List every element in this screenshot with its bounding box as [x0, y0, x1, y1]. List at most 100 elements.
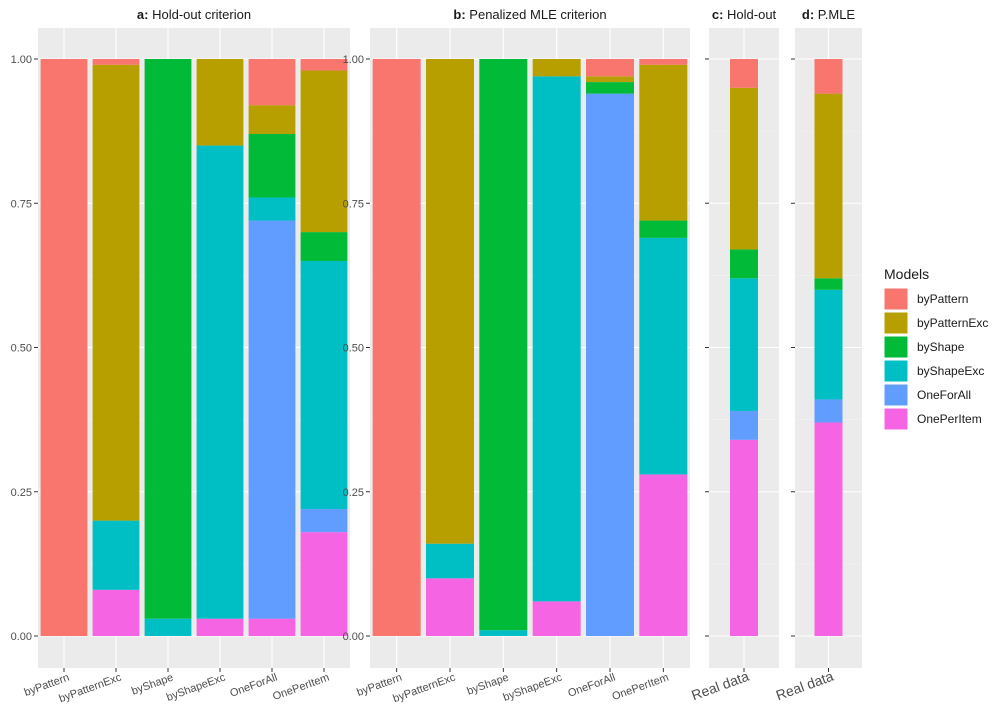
- bar-segment-OnePerItem: [730, 439, 758, 636]
- bar-segment-byShapeExc: [300, 260, 348, 510]
- bar-segment-OnePerItem: [196, 618, 244, 636]
- x-tick-label: byShapeExc: [502, 671, 565, 704]
- panel-title: b: Penalized MLE criterion: [453, 7, 606, 22]
- legend-key-OnePerItem: [883, 407, 909, 431]
- bar-segment-byPatternExc: [248, 105, 296, 135]
- y-tick-label: 0.75: [343, 198, 364, 210]
- x-tick-label: OneForAll: [228, 672, 279, 700]
- x-tick-label: Real data: [774, 668, 836, 704]
- bar-segment-byShapeExc: [426, 543, 474, 579]
- bar-segment-OneForAll: [586, 93, 634, 637]
- y-tick-label: 0.50: [343, 343, 364, 355]
- bar-segment-byShape: [639, 220, 688, 238]
- bar-segment-byPatternExc: [196, 59, 244, 146]
- bar-segment-byShapeExc: [92, 520, 140, 590]
- bar-segment-byPattern: [586, 59, 634, 77]
- bar-segment-OnePerItem: [92, 589, 140, 636]
- legend-key-byPatternExc: [883, 311, 909, 335]
- panel-letter: b:: [453, 7, 465, 22]
- panel-title: d: P.MLE: [802, 7, 856, 22]
- bar-segment-byPattern: [372, 59, 421, 636]
- bar-segment-byShapeExc: [730, 278, 758, 411]
- legend: Models byPattern byPatternExc byShape bySha…: [883, 266, 988, 431]
- panel-d: d: P.MLE Real data: [774, 7, 862, 703]
- bar-segment-byPatternExc: [586, 76, 634, 83]
- bar-segment-OneForAll: [300, 509, 348, 533]
- legend-label: byPatternExc: [917, 316, 988, 330]
- panel-title-text: Hold-out criterion: [148, 7, 251, 22]
- bar-segment-OneForAll: [814, 399, 843, 423]
- panel-title-text: P.MLE: [814, 7, 855, 22]
- bar-segment-OnePerItem: [814, 422, 843, 636]
- bar-segment-byPatternExc: [92, 64, 140, 521]
- bar-segment-OneForAll: [730, 410, 758, 440]
- legend-label: OneForAll: [917, 388, 971, 402]
- panel-title: c: Hold-out: [712, 7, 777, 22]
- bar-segment-byShape: [300, 232, 348, 261]
- legend-label: byShape: [917, 340, 965, 354]
- bar-segment-byShapeExc: [814, 289, 843, 400]
- bar-segment-byShapeExc: [248, 197, 296, 221]
- y-tick-label: 0.75: [11, 198, 32, 210]
- panel-b: b: Penalized MLE criterion 0.00 0.25 0.50 0.…: [343, 7, 690, 705]
- panel-title-text: Penalized MLE criterion: [466, 7, 607, 22]
- bar-segment-byShapeExc: [479, 630, 528, 636]
- legend-title: Models: [884, 266, 929, 282]
- legend-label: byPattern: [917, 292, 968, 306]
- panel-title: a: Hold-out criterion: [137, 7, 251, 22]
- bar-segment-OnePerItem: [300, 532, 348, 636]
- bar-segment-byPattern: [92, 59, 140, 65]
- bar-segment-OnePerItem: [532, 601, 581, 636]
- y-tick-label: 1.00: [11, 54, 32, 66]
- bar-segment-byPatternExc: [814, 93, 843, 279]
- bar-segment-byShape: [479, 59, 528, 631]
- bar-segment-byPattern: [40, 59, 88, 636]
- bar-segment-byShapeExc: [144, 618, 192, 636]
- legend-label: byShapeExc: [917, 364, 984, 378]
- bar-segment-byShapeExc: [532, 76, 581, 602]
- bar-segment-byPatternExc: [300, 70, 348, 233]
- panel-letter: a:: [137, 7, 149, 22]
- x-tick-label: byShapeExc: [165, 671, 228, 704]
- bar-segment-byShapeExc: [639, 237, 688, 475]
- bar-segment-byPattern: [300, 59, 348, 71]
- x-tick-label: OnePerItem: [271, 672, 331, 704]
- y-tick-label: 0.00: [11, 631, 32, 643]
- bar-segment-byPattern: [248, 59, 296, 106]
- bar-segment-byPatternExc: [730, 87, 758, 250]
- y-tick-label: 0.25: [343, 487, 364, 499]
- bar-segment-OneForAll: [248, 220, 296, 619]
- y-tick-label: 1.00: [343, 54, 364, 66]
- bar-segment-byPattern: [730, 59, 758, 88]
- panel-a: a: Hold-out criterion 0.00 0.25 0.50 0.75 1.0…: [11, 7, 350, 705]
- legend-key-OneForAll: [883, 383, 909, 407]
- legend-key-byShapeExc: [883, 359, 909, 383]
- panel-letter: c:: [712, 7, 724, 22]
- y-tick-label: 0.00: [343, 631, 364, 643]
- panel-title-text: Hold-out: [723, 7, 776, 22]
- y-tick-label: 0.25: [11, 487, 32, 499]
- x-tick-label: OneForAll: [566, 672, 617, 700]
- panel-letter: d:: [802, 7, 814, 22]
- legend-key-byPattern: [883, 287, 909, 311]
- legend-key-byShape: [883, 335, 909, 359]
- bar-segment-byShape: [586, 82, 634, 94]
- bar-segment-byPatternExc: [426, 59, 474, 544]
- bar-segment-byPatternExc: [532, 59, 581, 77]
- bar-segment-byShape: [814, 278, 843, 290]
- x-tick-label: OnePerItem: [611, 672, 671, 704]
- bar-segment-OnePerItem: [426, 578, 474, 636]
- bar-segment-byShape: [144, 59, 192, 619]
- bar-segment-byShapeExc: [196, 145, 244, 619]
- x-tick-label: Real data: [689, 668, 751, 704]
- bar-segment-OnePerItem: [248, 618, 296, 636]
- bar-segment-byPatternExc: [639, 64, 688, 221]
- legend-label: OnePerItem: [917, 412, 982, 426]
- bar-segment-byPattern: [814, 59, 843, 94]
- bar-segment-byShape: [730, 249, 758, 279]
- bar-segment-byPattern: [639, 59, 688, 65]
- panels: a: Hold-out criterion 0.00 0.25 0.50 0.75 1.0…: [11, 7, 862, 705]
- y-tick-label: 0.50: [11, 343, 32, 355]
- bar-segment-OnePerItem: [639, 474, 688, 636]
